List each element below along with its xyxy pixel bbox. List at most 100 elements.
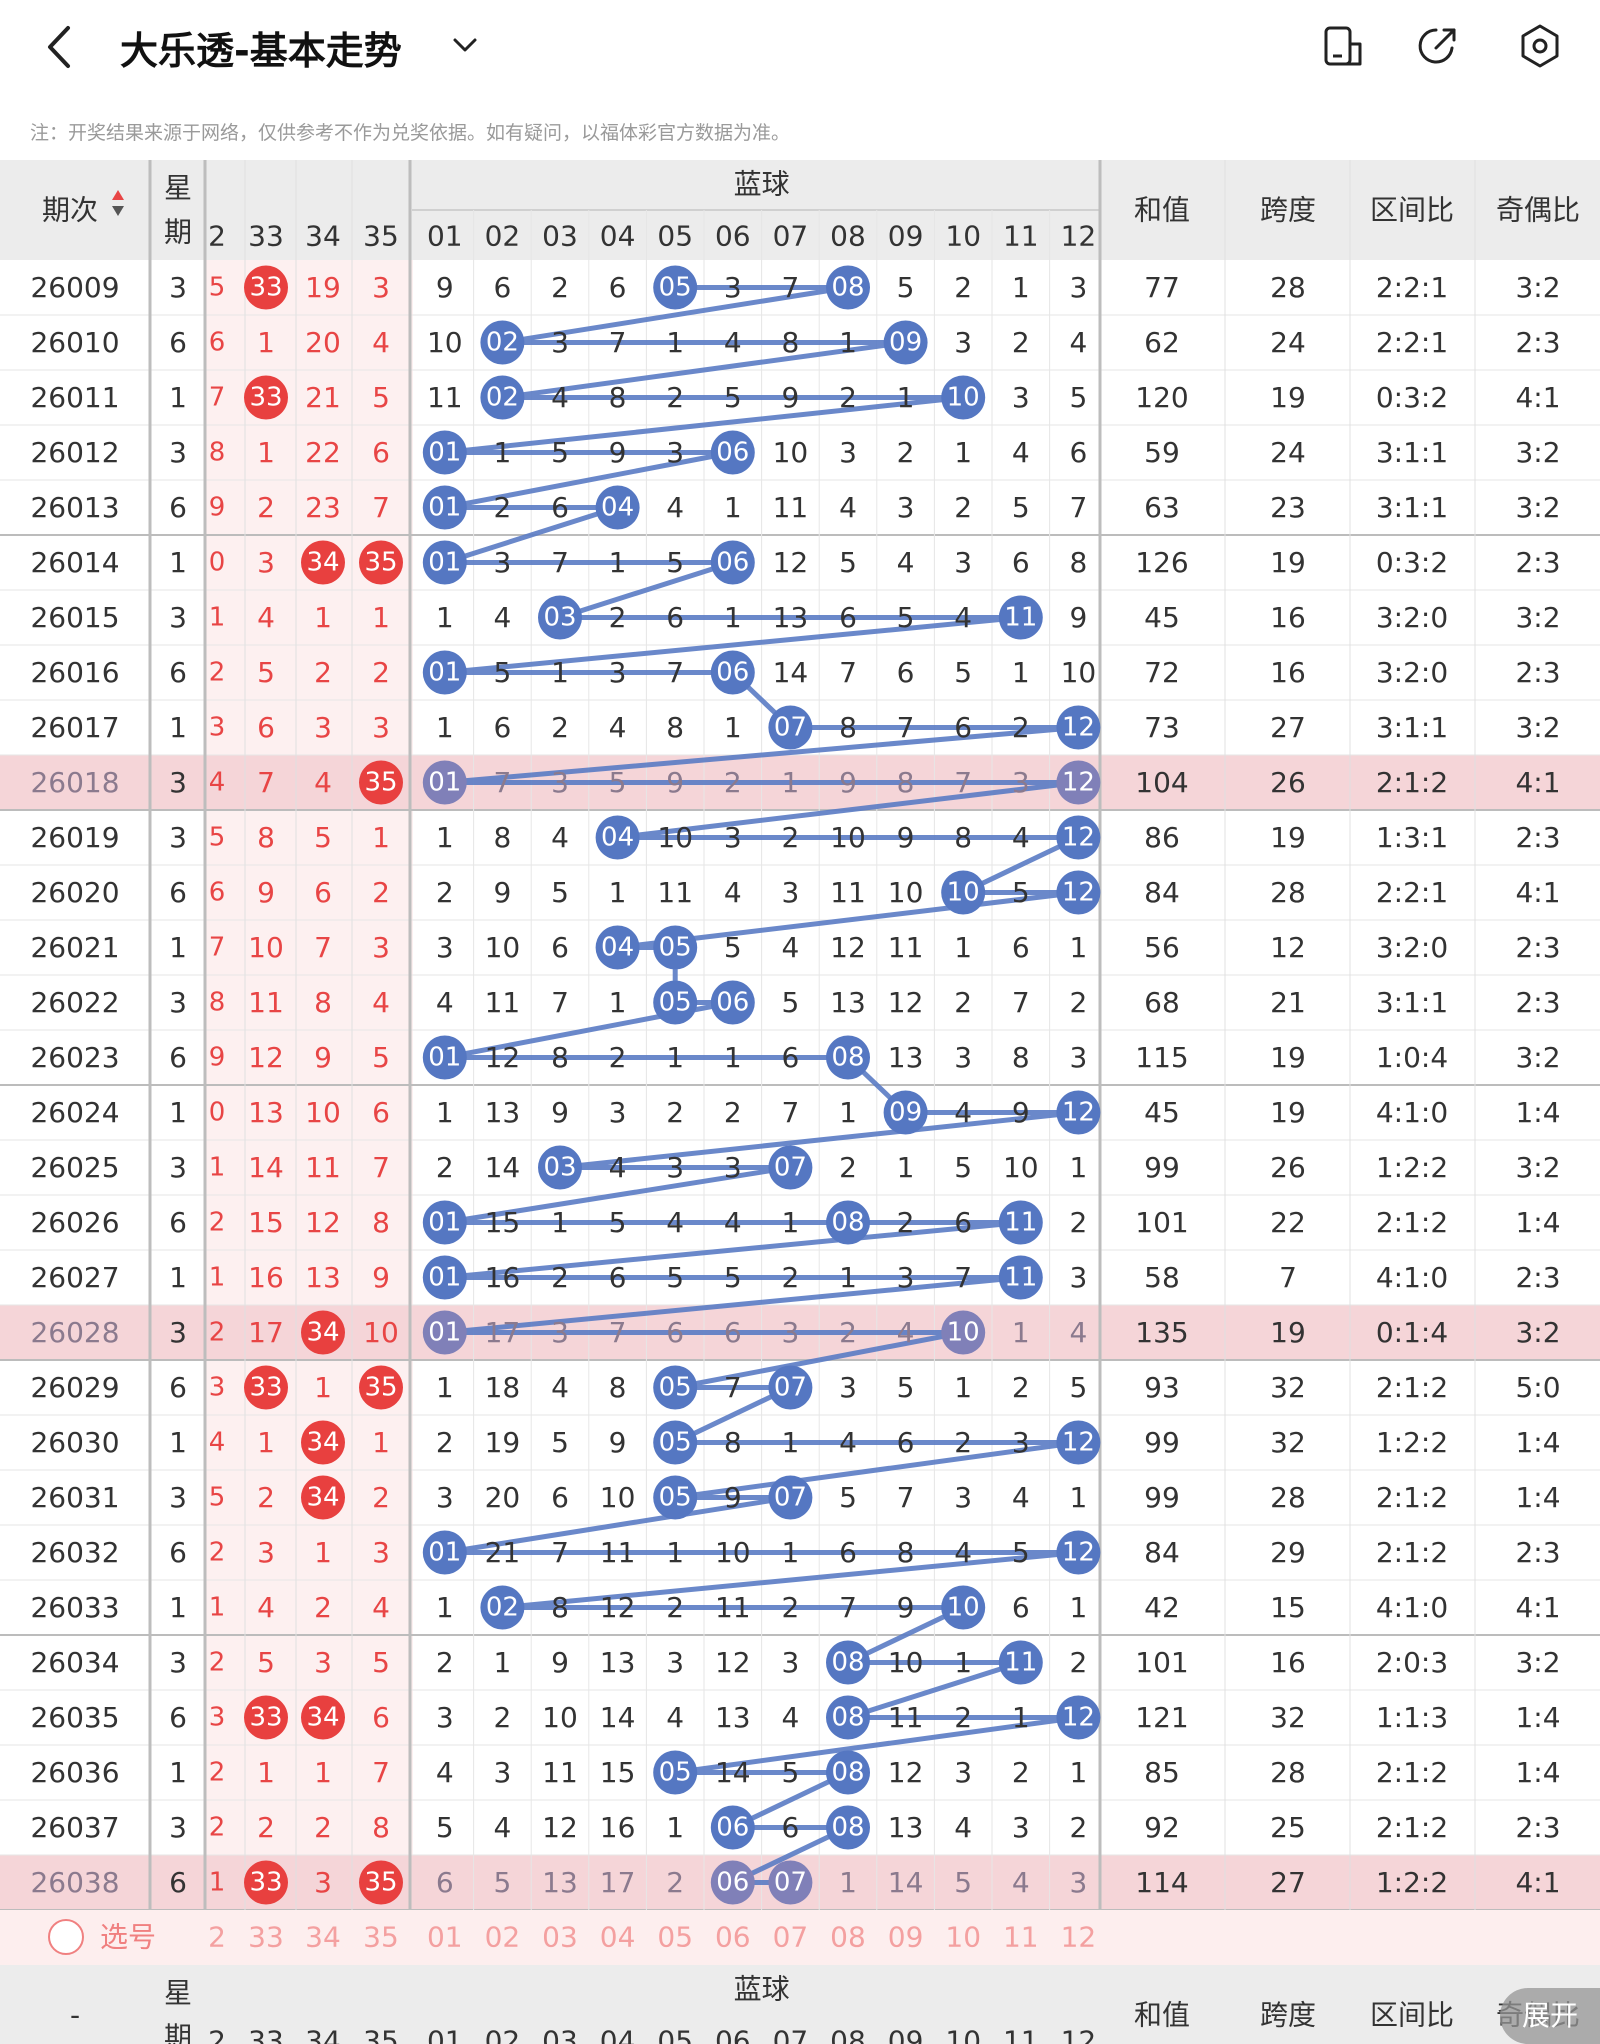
blue-miss-cell: 7 — [897, 711, 915, 744]
blue-miss-cell: 3 — [724, 1151, 742, 1184]
blue-ball — [768, 1475, 813, 1520]
blue-miss-cell: 8 — [1069, 546, 1087, 579]
blue-miss-cell: 1 — [781, 766, 799, 799]
sum-cell: 68 — [1144, 986, 1180, 1019]
red-edge-cell: 2 — [209, 1813, 226, 1843]
blue-miss-cell: 1 — [609, 876, 627, 909]
blue-miss-cell: 3 — [1012, 381, 1030, 414]
blue-miss-cell: 10 — [1003, 1151, 1039, 1184]
blue-miss-cell: 8 — [609, 1371, 627, 1404]
blue-ball-group-header: 蓝球 — [734, 168, 790, 201]
blue-number-header: 11 — [1003, 220, 1039, 253]
red-edge-cell: 7 — [209, 383, 226, 413]
blue-miss-cell: 2 — [666, 1591, 684, 1624]
span-cell: 19 — [1270, 1096, 1306, 1129]
blue-miss-cell: 4 — [493, 601, 511, 634]
red-miss-cell: 6 — [257, 711, 275, 744]
select-radio[interactable] — [48, 1919, 84, 1955]
red-edge-cell: 0 — [209, 1098, 226, 1128]
blue-miss-cell: 11 — [485, 986, 521, 1019]
blue-ball — [941, 870, 986, 915]
blue-miss-cell: 5 — [666, 546, 684, 579]
blue-miss-cell: 4 — [1069, 1316, 1087, 1349]
sort-up-icon[interactable] — [112, 190, 124, 200]
red-edge-cell: 4 — [209, 1428, 226, 1458]
blue-miss-cell: 6 — [666, 1316, 684, 1349]
zone-ratio-cell: 2:1:2 — [1376, 1536, 1448, 1569]
blue-miss-cell: 5 — [781, 986, 799, 1019]
share-icon[interactable] — [1414, 22, 1462, 70]
red-miss-cell: 2 — [257, 491, 275, 524]
back-arrow-icon[interactable] — [40, 22, 80, 72]
blue-miss-cell: 2 — [839, 1151, 857, 1184]
period-cell: 26015 — [30, 601, 119, 634]
span-cell: 26 — [1270, 766, 1306, 799]
blue-miss-cell: 3 — [609, 656, 627, 689]
blue-miss-cell: 11 — [715, 1591, 751, 1624]
blue-miss-cell: 5 — [1069, 1371, 1087, 1404]
red-miss-cell: 3 — [314, 711, 332, 744]
zone-ratio-cell: 3:1:1 — [1376, 436, 1448, 469]
blue-miss-cell: 5 — [666, 1261, 684, 1294]
blue-ball — [422, 1310, 467, 1355]
blue-miss-cell: 12 — [888, 986, 924, 1019]
blue-miss-cell: 1 — [666, 326, 684, 359]
blue-miss-cell: 14 — [773, 656, 809, 689]
settings-icon[interactable] — [1516, 22, 1564, 70]
red-edge-cell: 2 — [209, 1318, 226, 1348]
red-number-header: 35 — [363, 2025, 399, 2044]
blue-miss-cell: 1 — [609, 986, 627, 1019]
blue-miss-cell: 7 — [551, 1536, 569, 1569]
blue-ball — [998, 1200, 1043, 1245]
sum-cell: 104 — [1135, 766, 1188, 799]
blue-miss-cell: 11 — [542, 1756, 578, 1789]
blue-miss-cell: 1 — [551, 656, 569, 689]
chevron-down-icon[interactable] — [450, 30, 480, 60]
blue-ball-number: 01 — [428, 658, 461, 688]
blue-ball — [595, 815, 640, 860]
red-edge-cell: 1 — [209, 1868, 226, 1898]
select-red-number: 34 — [305, 1921, 341, 1954]
blue-miss-cell: 14 — [600, 1701, 636, 1734]
odd-even-cell: 1:4 — [1515, 1096, 1560, 1129]
period-cell: 26014 — [30, 546, 119, 579]
blue-miss-cell: 1 — [724, 1041, 742, 1074]
blue-miss-cell: 3 — [436, 931, 454, 964]
red-miss-cell: 4 — [257, 601, 275, 634]
red-ball — [359, 760, 403, 805]
blue-miss-cell: 10 — [715, 1536, 751, 1569]
sum-cell: 99 — [1144, 1481, 1180, 1514]
red-miss-cell: 21 — [305, 381, 341, 414]
blue-miss-cell: 3 — [954, 1041, 972, 1074]
red-miss-cell: 6 — [372, 1096, 390, 1129]
red-miss-cell: 7 — [372, 1756, 390, 1789]
blue-miss-cell: 9 — [781, 381, 799, 414]
blue-ball-number: 08 — [831, 1758, 864, 1788]
blue-miss-cell: 3 — [493, 1756, 511, 1789]
sum-cell: 72 — [1144, 656, 1180, 689]
red-ball-number: 34 — [306, 1428, 339, 1458]
sort-down-icon[interactable] — [112, 206, 124, 216]
select-blue-number: 04 — [600, 1921, 636, 1954]
select-blue-number: 06 — [715, 1921, 751, 1954]
blue-miss-cell: 1 — [436, 1591, 454, 1624]
week-column-header: 星 — [164, 1977, 192, 2010]
red-edge-cell: 9 — [209, 493, 226, 523]
blue-ball-number: 01 — [428, 493, 461, 523]
red-miss-cell: 4 — [372, 1591, 390, 1624]
blue-miss-cell: 6 — [551, 1481, 569, 1514]
period-cell: 26035 — [30, 1701, 119, 1734]
week-cell: 1 — [169, 1756, 187, 1789]
blue-miss-cell: 7 — [666, 656, 684, 689]
blue-number-header: 05 — [657, 2025, 693, 2044]
blue-miss-cell: 5 — [724, 931, 742, 964]
red-zone-bg — [205, 810, 413, 865]
period-cell: 26034 — [30, 1646, 119, 1679]
red-zone-bg — [205, 1140, 413, 1195]
blue-miss-cell: 4 — [1012, 1866, 1030, 1899]
phone-layout-icon[interactable] — [1318, 22, 1366, 70]
span-cell: 25 — [1270, 1811, 1306, 1844]
blue-ball-number: 05 — [659, 1483, 692, 1513]
expand-button[interactable]: 展开 — [1500, 1988, 1600, 2044]
span-cell: 16 — [1270, 656, 1306, 689]
